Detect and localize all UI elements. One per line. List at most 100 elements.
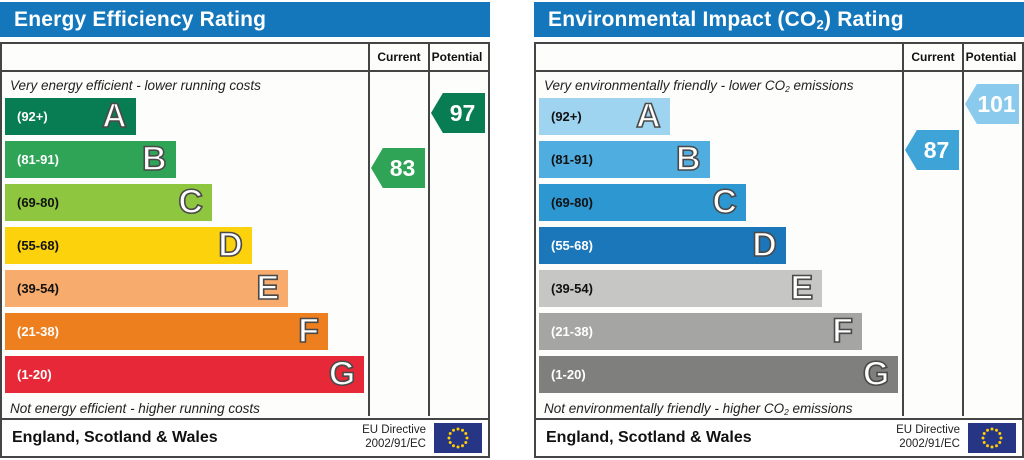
band-range-label: (69-80) <box>17 195 59 210</box>
top-caption-subscript: 2 <box>785 83 790 94</box>
rating-table: Current Potential Very energy efficient … <box>0 42 490 420</box>
band-letter: F <box>297 312 320 351</box>
band-row: (81-91) B <box>5 140 368 179</box>
top-caption: Very energy efficient - lower running co… <box>2 76 368 98</box>
band-bar: (39-54) E <box>539 269 823 308</box>
current-rating-value: 87 <box>923 136 950 163</box>
band-letter: B <box>141 140 167 179</box>
eu-directive-line2: 2002/91/EC <box>899 438 960 450</box>
band-row: (55-68) D <box>539 226 902 265</box>
chart-title-text: Environmental Impact (CO <box>548 8 817 31</box>
potential-rating-arrow: 101 <box>965 84 1019 124</box>
band-list: (92+) A (81-91) B (69-80) C (55-68) D (3… <box>536 97 902 393</box>
bottom-caption-text: Not energy efficient - higher running co… <box>10 401 260 416</box>
band-row: (92+) A <box>539 97 902 135</box>
main-column-spacer <box>536 44 902 70</box>
bottom-caption: Not environmentally friendly - higher CO… <box>536 399 902 421</box>
eu-flag-icon <box>434 423 482 453</box>
current-column-header: Current <box>902 44 962 70</box>
bands-column: Very energy efficient - lower running co… <box>2 72 368 416</box>
top-caption-text-end: emissions <box>789 78 854 93</box>
eu-directive-label: EU Directive 2002/91/EC <box>362 424 426 452</box>
band-letter: E <box>790 269 814 308</box>
band-bar: (81-91) B <box>539 140 710 179</box>
top-caption: Very environmentally friendly - lower CO… <box>536 76 902 98</box>
current-column <box>368 72 428 416</box>
band-letter: D <box>217 226 243 265</box>
band-row: (81-91) B <box>539 140 902 179</box>
band-row: (1-20) G <box>539 355 902 393</box>
band-bar: (81-91) B <box>5 140 176 179</box>
band-bar: (39-54) E <box>5 269 289 308</box>
eu-directive-line1: EU Directive <box>896 424 960 437</box>
band-range-label: (39-54) <box>17 281 59 296</box>
energy-efficiency-chart: Energy Efficiency Rating Current Potenti… <box>0 2 490 458</box>
band-bar: (92+) A <box>539 97 670 135</box>
chart-title-subscript: 2 <box>816 16 824 32</box>
chart-title-text: Energy Efficiency Rating <box>14 8 267 31</box>
band-row: (69-80) C <box>539 183 902 222</box>
top-caption-text: Very energy efficient - lower running co… <box>10 78 261 93</box>
eu-directive-label: EU Directive 2002/91/EC <box>896 424 960 452</box>
band-bar: (55-68) D <box>539 226 786 265</box>
band-range-label: (92+) <box>17 109 48 124</box>
band-range-label: (55-68) <box>17 238 59 253</box>
band-bar: (1-20) G <box>5 355 365 394</box>
band-range-label: (81-91) <box>551 152 593 167</box>
main-column-spacer <box>2 44 368 70</box>
band-row: (39-54) E <box>5 269 368 308</box>
chart-title-text-end: ) Rating <box>823 8 904 31</box>
current-column <box>902 72 962 416</box>
chart-title: Energy Efficiency Rating <box>0 2 490 37</box>
table-body: Very environmentally friendly - lower CO… <box>536 72 1022 417</box>
potential-column-header: Potential <box>428 44 484 70</box>
footer-region-label: England, Scotland & Wales <box>546 429 752 446</box>
column-headers: Current Potential <box>536 44 1022 72</box>
band-letter: A <box>101 97 127 136</box>
band-letter: C <box>178 183 204 222</box>
current-rating-arrow: 83 <box>371 148 425 188</box>
band-row: (1-20) G <box>5 355 368 394</box>
top-caption-text: Very environmentally friendly - lower CO <box>544 78 786 93</box>
band-bar: (69-80) C <box>539 183 746 222</box>
potential-rating-value: 97 <box>449 99 476 126</box>
bottom-caption-text: Not environmentally friendly - higher CO <box>544 401 785 416</box>
band-letter: C <box>712 183 738 222</box>
band-bar: (92+) A <box>5 97 136 136</box>
band-range-label: (81-91) <box>17 152 59 167</box>
potential-column <box>428 72 484 416</box>
band-range-label: (69-80) <box>551 195 593 210</box>
band-row: (39-54) E <box>539 269 902 308</box>
band-list: (92+) A (81-91) B (69-80) C (55-68) D (3… <box>2 97 368 394</box>
rating-table: Current Potential Very environmentally f… <box>534 42 1024 420</box>
potential-rating-arrow: 97 <box>431 93 485 133</box>
potential-column <box>962 72 1018 416</box>
column-headers: Current Potential <box>2 44 488 72</box>
chart-title: Environmental Impact (CO2) Rating <box>534 2 1024 37</box>
potential-rating-value: 101 <box>977 90 1016 117</box>
band-letter: D <box>751 226 777 265</box>
band-letter: G <box>328 355 356 394</box>
eu-directive-line2: 2002/91/EC <box>365 438 426 450</box>
band-bar: (21-38) F <box>539 312 863 351</box>
chart-footer: England, Scotland & Wales EU Directive 2… <box>534 420 1024 458</box>
band-letter: E <box>256 269 280 308</box>
band-bar: (21-38) F <box>5 312 329 351</box>
band-range-label: (1-20) <box>17 367 52 382</box>
band-row: (92+) A <box>5 97 368 136</box>
bottom-caption: Not energy efficient - higher running co… <box>2 399 368 421</box>
current-rating-arrow: 87 <box>905 130 959 170</box>
band-row: (69-80) C <box>5 183 368 222</box>
band-letter: B <box>675 140 701 179</box>
band-row: (55-68) D <box>5 226 368 265</box>
band-range-label: (39-54) <box>551 281 593 296</box>
band-row: (21-38) F <box>539 312 902 351</box>
band-letter: F <box>831 312 854 351</box>
band-range-label: (21-38) <box>17 324 59 339</box>
band-range-label: (1-20) <box>551 367 586 382</box>
band-bar: (1-20) G <box>539 355 899 393</box>
bottom-caption-text-end: emissions <box>788 401 853 416</box>
bottom-caption-subscript: 2 <box>784 406 789 417</box>
chart-footer: England, Scotland & Wales EU Directive 2… <box>0 420 490 458</box>
current-column-header: Current <box>368 44 428 70</box>
